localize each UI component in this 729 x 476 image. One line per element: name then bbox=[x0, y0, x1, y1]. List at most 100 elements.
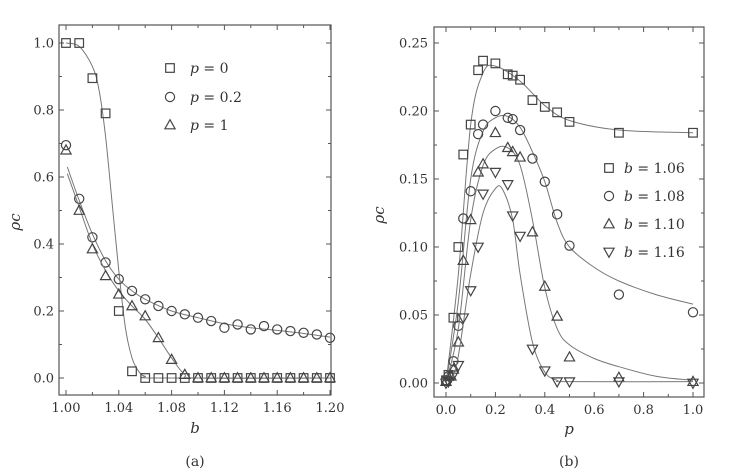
data-point-b-1_06 bbox=[458, 149, 469, 160]
x-tick-label: 0.8 bbox=[633, 403, 654, 418]
data-point-b-1_06 bbox=[490, 58, 501, 69]
data-point-p-0_2 bbox=[205, 315, 217, 327]
data-point-p-1 bbox=[205, 371, 218, 383]
data-point-p-1 bbox=[257, 371, 271, 383]
y-tick-label: 0.0 bbox=[33, 372, 54, 387]
data-point-b-1_16 bbox=[457, 313, 470, 325]
data-point-b-1_06 bbox=[688, 127, 698, 138]
y-tick-label: 0.00 bbox=[399, 377, 428, 392]
data-point-b-1_10 bbox=[513, 150, 527, 162]
y-tick-label: 0.20 bbox=[399, 105, 428, 120]
panel-a-caption: (a) bbox=[185, 454, 204, 470]
data-point-b-1_08 bbox=[687, 307, 699, 318]
legend-label-p-0: p = 0 bbox=[190, 61, 229, 77]
y-tick-label: 0.2 bbox=[33, 305, 54, 320]
fit-line-b-1_08 bbox=[445, 115, 694, 384]
data-point-p-1 bbox=[152, 331, 165, 343]
x-tick-label: 1.0 bbox=[683, 403, 704, 418]
data-point-p-1 bbox=[73, 203, 86, 215]
data-point-b-1_08 bbox=[507, 113, 518, 125]
x-tick-label: 1.08 bbox=[157, 401, 186, 416]
data-point-b-1_06 bbox=[527, 95, 538, 106]
data-point-b-1_10 bbox=[457, 254, 470, 265]
y-tick-label: 1.0 bbox=[33, 37, 54, 52]
data-point-p-0 bbox=[127, 366, 137, 377]
data-point-p-0_2 bbox=[126, 285, 138, 297]
x-tick-label: 0.0 bbox=[436, 403, 457, 418]
data-point-p-0_2 bbox=[87, 232, 98, 243]
data-point-b-1_10 bbox=[489, 126, 502, 138]
data-point-p-0_2 bbox=[60, 139, 72, 151]
panel-b-caption: (b) bbox=[559, 454, 579, 470]
data-point-b-1_08 bbox=[564, 240, 575, 251]
data-point-p-0 bbox=[166, 373, 177, 383]
x-tick-label: 1.00 bbox=[52, 401, 81, 416]
data-point-b-1_16 bbox=[551, 377, 564, 389]
y-tick-label: 0.8 bbox=[33, 104, 54, 119]
data-point-b-1_08 bbox=[502, 112, 513, 124]
data-point-b-1_16 bbox=[471, 242, 485, 254]
data-point-b-1_08 bbox=[613, 289, 625, 300]
data-point-p-1 bbox=[271, 371, 284, 383]
legend-marker-p-0_2 bbox=[164, 91, 176, 103]
data-point-p-0 bbox=[87, 73, 98, 84]
data-point-p-1 bbox=[297, 371, 310, 383]
data-point-p-0_2 bbox=[258, 320, 270, 332]
data-point-b-1_16 bbox=[447, 370, 460, 382]
data-point-b-1_10 bbox=[686, 375, 700, 387]
legend-label-p-1: p = 1 bbox=[190, 118, 229, 134]
data-point-p-0 bbox=[113, 306, 124, 316]
legend-marker-b-1_16 bbox=[602, 247, 616, 259]
x-tick-label: 0.6 bbox=[584, 403, 605, 418]
data-point-p-0 bbox=[61, 38, 71, 48]
data-point-p-0_2 bbox=[232, 319, 243, 330]
data-point-b-1_08 bbox=[539, 176, 551, 187]
data-point-b-1_16 bbox=[501, 180, 514, 191]
data-point-p-0_2 bbox=[324, 332, 336, 343]
plot-frame bbox=[58, 24, 332, 396]
y-tick-label: 0.4 bbox=[33, 238, 54, 253]
y-tick-label: 0.6 bbox=[33, 171, 54, 186]
data-point-b-1_16 bbox=[513, 231, 527, 243]
data-point-p-1 bbox=[323, 371, 337, 383]
legend-marker-p-0 bbox=[165, 63, 175, 73]
data-point-b-1_06 bbox=[478, 55, 488, 66]
y-tick-label: 0.25 bbox=[399, 37, 428, 52]
data-point-b-1_16 bbox=[506, 211, 519, 223]
legend-marker-b-1_08 bbox=[603, 190, 615, 202]
panel-b: p ρc (b) 0.0 0.2 0.4 0.6 0.8 1.0 0.00 0.05 0.10 0… bbox=[370, 26, 705, 470]
data-point-b-1_10 bbox=[501, 141, 514, 153]
data-point-b-1_08 bbox=[472, 128, 484, 140]
data-point-p-1 bbox=[284, 371, 297, 383]
data-point-p-0_2 bbox=[139, 294, 151, 305]
legend-label-b-1_06: b = 1.06 bbox=[624, 161, 685, 177]
data-point-p-1 bbox=[112, 287, 125, 299]
data-point-p-0_2 bbox=[311, 329, 322, 340]
fit-line-b-1_16 bbox=[450, 185, 694, 384]
panel-a-xlabel: b bbox=[190, 419, 200, 437]
data-point-p-1 bbox=[59, 143, 73, 155]
fit-line-p-1 bbox=[66, 173, 331, 379]
y-tick-label: 0.15 bbox=[399, 173, 428, 188]
data-point-b-1_16 bbox=[686, 378, 700, 390]
data-point-p-1 bbox=[310, 371, 323, 383]
data-point-b-1_16 bbox=[526, 344, 539, 356]
data-point-b-1_06 bbox=[613, 127, 624, 138]
panel-b-ylabel: ρc bbox=[370, 206, 388, 225]
data-point-b-1_10 bbox=[464, 213, 477, 225]
data-point-b-1_06 bbox=[552, 107, 563, 118]
data-point-b-1_06 bbox=[448, 312, 459, 323]
y-tick-label: 0.10 bbox=[399, 241, 428, 256]
legend-label-p-0_2: p = 0.2 bbox=[190, 90, 242, 106]
data-point-b-1_06 bbox=[539, 102, 550, 112]
data-point-b-1_06 bbox=[515, 74, 525, 85]
data-point-b-1_08 bbox=[477, 119, 489, 130]
data-point-b-1_16 bbox=[612, 377, 626, 389]
data-point-b-1_10 bbox=[526, 225, 539, 237]
data-point-p-0_2 bbox=[219, 322, 230, 333]
data-point-p-0_2 bbox=[192, 312, 204, 323]
data-point-p-1 bbox=[231, 371, 244, 383]
data-point-p-0_2 bbox=[113, 273, 125, 285]
legend-marker-b-1_06 bbox=[604, 163, 614, 173]
